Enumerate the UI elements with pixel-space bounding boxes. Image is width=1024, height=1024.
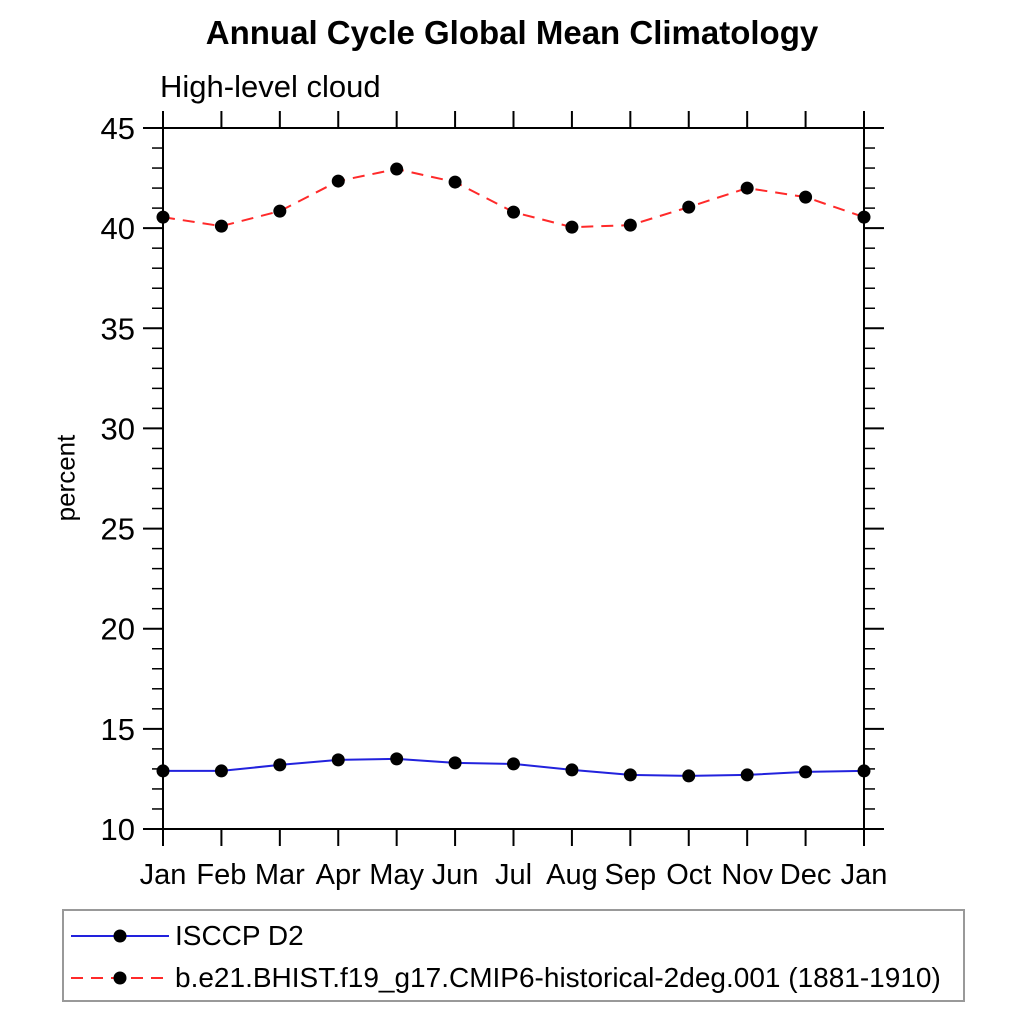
legend-label-obs: ISCCP D2 [175, 920, 304, 951]
y-tick-label: 35 [101, 311, 135, 346]
data-point-1 [623, 218, 637, 232]
data-point-0 [740, 768, 754, 782]
x-tick-label: Mar [255, 859, 305, 891]
x-tick-label: Jan [140, 859, 187, 891]
data-point-0 [156, 764, 170, 778]
x-tick-label: May [369, 859, 424, 891]
data-point-0 [623, 768, 637, 782]
y-tick-label: 45 [101, 111, 135, 146]
x-tick-label: Dec [780, 859, 832, 891]
legend-sample-dashed-line [71, 971, 169, 985]
data-point-1 [390, 162, 404, 176]
data-point-0 [390, 752, 404, 766]
x-tick-label: Jul [495, 859, 532, 891]
data-point-1 [448, 175, 462, 189]
data-point-0 [565, 763, 579, 777]
legend-item-model: b.e21.BHIST.f19_g17.CMIP6-historical-2de… [69, 957, 963, 999]
data-point-0 [857, 764, 871, 778]
data-point-1 [156, 210, 170, 224]
y-tick-label: 30 [101, 411, 135, 446]
data-point-0 [799, 765, 813, 779]
data-point-1 [331, 174, 345, 188]
plot-frame [162, 127, 865, 830]
data-point-0 [331, 753, 345, 767]
x-tick-label: Jun [432, 859, 479, 891]
legend-item-obs: ISCCP D2 [69, 915, 963, 957]
x-tick-label: Oct [666, 859, 711, 891]
legend-marker-icon [113, 929, 127, 943]
x-tick-label: Sep [605, 859, 657, 891]
x-tick-label: Feb [196, 859, 246, 891]
data-point-0 [273, 758, 287, 772]
y-tick-label: 10 [101, 812, 135, 847]
data-point-1 [857, 210, 871, 224]
chart-title: Annual Cycle Global Mean Climatology [205, 14, 819, 51]
y-tick-label: 25 [101, 512, 135, 547]
data-point-1 [214, 219, 228, 233]
y-tick-label: 20 [101, 612, 135, 647]
legend-box: ISCCP D2 b.e21.BHIST.f19_g17.CMIP6-histo… [62, 909, 965, 1002]
x-tick-label: Jan [841, 859, 888, 891]
x-tick-label: Nov [721, 859, 773, 891]
data-point-1 [565, 220, 579, 234]
data-point-0 [682, 769, 696, 783]
plot-area: Jan Feb Mar Apr May Jun Jul Aug Sep Oct Nov Dec Jan1… [101, 111, 888, 891]
x-tick-label: Apr [316, 859, 361, 891]
legend-label-model: b.e21.BHIST.f19_g17.CMIP6-historical-2de… [175, 962, 941, 993]
data-point-1 [740, 181, 754, 195]
data-point-0 [507, 757, 520, 771]
data-point-1 [799, 190, 813, 204]
data-point-1 [682, 200, 696, 214]
data-point-0 [448, 756, 462, 770]
legend-sample-solid-line [71, 929, 169, 943]
data-point-1 [273, 204, 287, 218]
x-tick-label: Aug [546, 859, 598, 891]
data-point-1 [507, 205, 520, 219]
data-point-0 [214, 764, 228, 778]
y-tick-label: 15 [101, 712, 135, 747]
y-tick-label: 40 [101, 211, 135, 246]
legend-marker-icon [113, 971, 127, 985]
chart-subtitle: High-level cloud [160, 69, 381, 104]
